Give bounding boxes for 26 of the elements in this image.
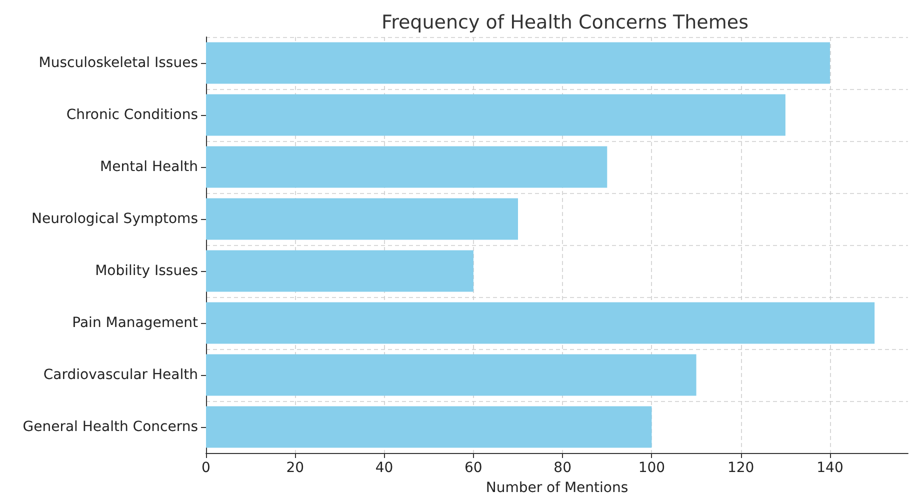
bar — [206, 250, 474, 292]
y-tick-label: Neurological Symptoms — [31, 211, 198, 227]
x-tick-label: 40 — [375, 460, 394, 476]
y-tick-label: Mobility Issues — [95, 263, 198, 279]
x-tick-label: 140 — [816, 460, 844, 476]
bar — [206, 406, 652, 448]
x-tick-label: 0 — [202, 460, 210, 476]
x-tick-label: 100 — [638, 460, 666, 476]
bar — [206, 94, 786, 136]
bar — [206, 146, 608, 188]
y-tick-label: Chronic Conditions — [66, 107, 198, 123]
x-tick-label: 80 — [554, 460, 572, 476]
bar — [206, 42, 830, 84]
y-tick-label: Musculoskeletal Issues — [38, 55, 198, 71]
x-tick-label: 60 — [464, 460, 482, 476]
bar — [206, 302, 875, 344]
x-axis-title: Number of Mentions — [486, 480, 628, 496]
bar — [206, 198, 518, 240]
chart-title: Frequency of Health Concerns Themes — [382, 12, 748, 34]
y-tick-label: Mental Health — [100, 159, 198, 175]
y-tick-label: General Health Concerns — [22, 419, 198, 435]
bar — [206, 354, 696, 396]
x-tick-label: 20 — [286, 460, 304, 476]
x-tick-label: 120 — [727, 460, 754, 476]
y-tick-label: Cardiovascular Health — [43, 367, 198, 383]
y-tick-label: Pain Management — [72, 315, 198, 331]
